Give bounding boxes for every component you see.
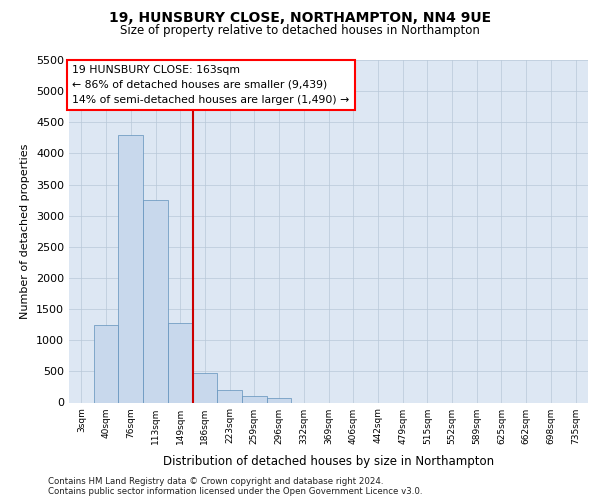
X-axis label: Distribution of detached houses by size in Northampton: Distribution of detached houses by size … bbox=[163, 455, 494, 468]
Bar bbox=[168, 323, 193, 402]
Text: Size of property relative to detached houses in Northampton: Size of property relative to detached ho… bbox=[120, 24, 480, 37]
Text: 19 HUNSBURY CLOSE: 163sqm
← 86% of detached houses are smaller (9,439)
14% of se: 19 HUNSBURY CLOSE: 163sqm ← 86% of detac… bbox=[72, 65, 349, 104]
Bar bbox=[143, 200, 168, 402]
Text: Contains HM Land Registry data © Crown copyright and database right 2024.: Contains HM Land Registry data © Crown c… bbox=[48, 477, 383, 486]
Bar bbox=[118, 134, 143, 402]
Bar bbox=[193, 372, 217, 402]
Text: 19, HUNSBURY CLOSE, NORTHAMPTON, NN4 9UE: 19, HUNSBURY CLOSE, NORTHAMPTON, NN4 9UE bbox=[109, 11, 491, 25]
Text: Contains public sector information licensed under the Open Government Licence v3: Contains public sector information licen… bbox=[48, 487, 422, 496]
Bar bbox=[267, 398, 292, 402]
Bar bbox=[242, 396, 267, 402]
Bar bbox=[217, 390, 242, 402]
Y-axis label: Number of detached properties: Number of detached properties bbox=[20, 144, 31, 319]
Bar bbox=[94, 324, 118, 402]
